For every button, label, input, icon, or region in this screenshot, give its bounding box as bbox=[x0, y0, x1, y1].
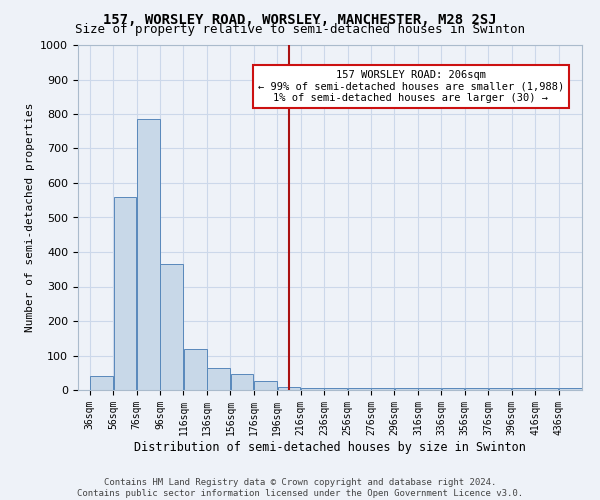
Bar bbox=[535, 388, 558, 390]
Bar bbox=[442, 388, 464, 390]
Bar bbox=[348, 388, 371, 390]
Bar bbox=[418, 388, 441, 390]
Bar bbox=[113, 197, 136, 390]
Bar bbox=[184, 348, 206, 390]
Bar bbox=[137, 119, 160, 390]
Bar bbox=[512, 388, 535, 390]
Bar bbox=[254, 382, 277, 390]
Bar bbox=[325, 388, 347, 390]
Bar bbox=[278, 386, 301, 390]
Text: 157 WORSLEY ROAD: 206sqm
← 99% of semi-detached houses are smaller (1,988)
1% of: 157 WORSLEY ROAD: 206sqm ← 99% of semi-d… bbox=[258, 70, 564, 103]
Bar bbox=[395, 388, 418, 390]
Bar bbox=[465, 388, 488, 390]
Bar bbox=[559, 388, 581, 390]
Text: Contains HM Land Registry data © Crown copyright and database right 2024.
Contai: Contains HM Land Registry data © Crown c… bbox=[77, 478, 523, 498]
Bar bbox=[488, 388, 511, 390]
Bar bbox=[90, 376, 113, 390]
Bar bbox=[301, 388, 324, 390]
Text: Size of property relative to semi-detached houses in Swinton: Size of property relative to semi-detach… bbox=[75, 22, 525, 36]
Bar bbox=[371, 388, 394, 390]
Bar bbox=[231, 374, 253, 390]
Text: 157, WORSLEY ROAD, WORSLEY, MANCHESTER, M28 2SJ: 157, WORSLEY ROAD, WORSLEY, MANCHESTER, … bbox=[103, 12, 497, 26]
Bar bbox=[207, 368, 230, 390]
Bar bbox=[160, 264, 183, 390]
Y-axis label: Number of semi-detached properties: Number of semi-detached properties bbox=[25, 103, 35, 332]
X-axis label: Distribution of semi-detached houses by size in Swinton: Distribution of semi-detached houses by … bbox=[134, 440, 526, 454]
